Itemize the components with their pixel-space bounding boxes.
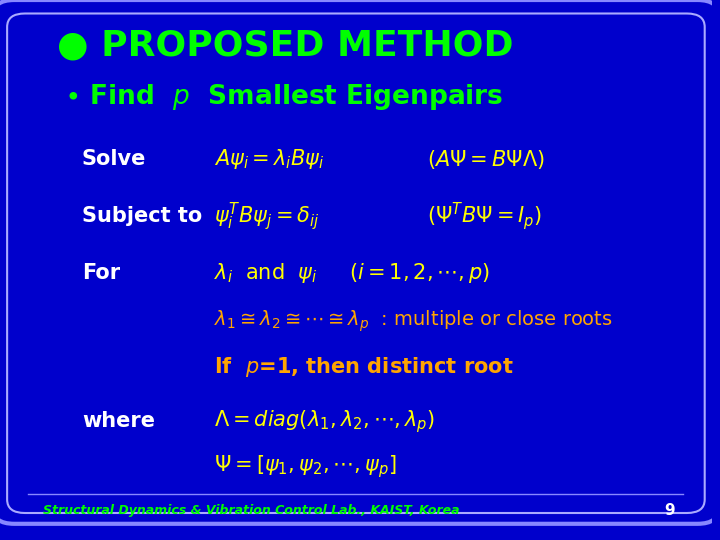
Text: where: where — [82, 411, 155, 431]
FancyBboxPatch shape — [0, 0, 719, 524]
Text: $\Psi = [\psi_1, \psi_2, \cdots , \psi_p]$: $\Psi = [\psi_1, \psi_2, \cdots , \psi_p… — [214, 454, 396, 481]
Text: $A\psi_i = \lambda_i B\psi_i$: $A\psi_i = \lambda_i B\psi_i$ — [214, 147, 324, 171]
Text: ● PROPOSED METHOD: ● PROPOSED METHOD — [57, 29, 513, 63]
FancyBboxPatch shape — [7, 14, 705, 513]
Text: Structural Dynamics & Vibration Control Lab., KAIST, Korea: Structural Dynamics & Vibration Control … — [42, 504, 459, 517]
Text: For: For — [82, 262, 120, 283]
Text: $\Lambda = diag(\lambda_1, \lambda_2, \cdots , \lambda_p)$: $\Lambda = diag(\lambda_1, \lambda_2, \c… — [214, 408, 435, 435]
Text: 9: 9 — [664, 503, 675, 518]
Text: $\bullet$ Find  $p$  Smallest Eigenpairs: $\bullet$ Find $p$ Smallest Eigenpairs — [64, 82, 503, 112]
Text: $\lambda_1 \cong \lambda_2 \cong \cdots \cong \lambda_p$  : multiple or close ro: $\lambda_1 \cong \lambda_2 \cong \cdots … — [214, 308, 612, 334]
Text: Solve: Solve — [82, 149, 146, 170]
Text: If  $p$=1, then distinct root: If $p$=1, then distinct root — [214, 355, 513, 379]
Text: Subject to: Subject to — [82, 206, 202, 226]
Text: $(\Psi^T B\Psi = I_p)$: $(\Psi^T B\Psi = I_p)$ — [427, 200, 542, 232]
Text: $\psi_i^T B\psi_j = \delta_{ij}$: $\psi_i^T B\psi_j = \delta_{ij}$ — [214, 200, 319, 232]
Text: $(A\Psi = B\Psi\Lambda)$: $(A\Psi = B\Psi\Lambda)$ — [427, 148, 545, 171]
Text: $\lambda_i$  and  $\psi_i$     $(i = 1, 2,\cdots , p)$: $\lambda_i$ and $\psi_i$ $(i = 1, 2,\cdo… — [214, 261, 490, 285]
